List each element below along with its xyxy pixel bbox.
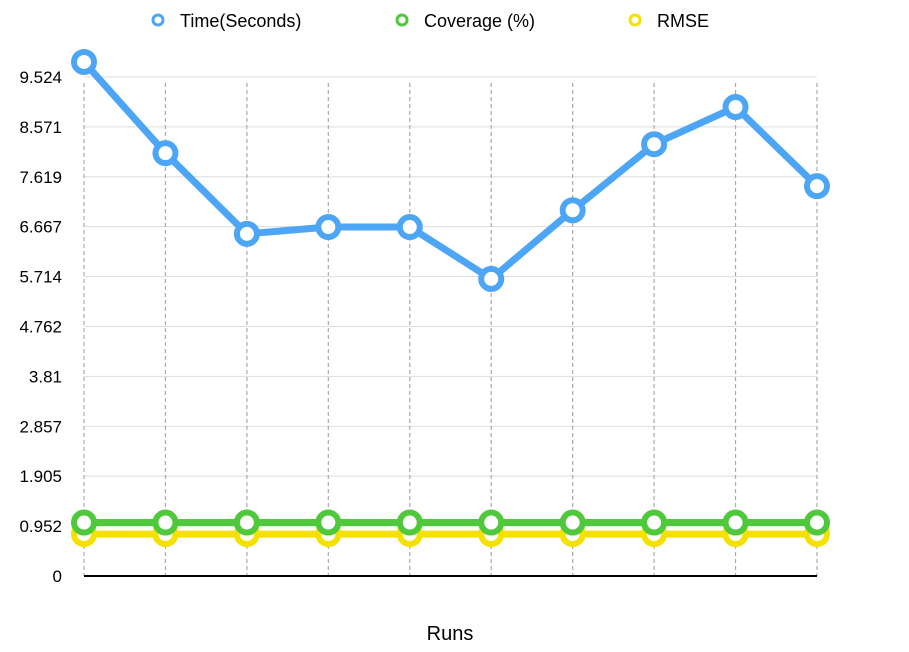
- legend: Time(Seconds) Coverage (%) RMSE: [151, 11, 709, 31]
- data-point: [71, 48, 97, 75]
- y-axis: 0 0.952 1.905 2.857 3.81 4.762 5.714 6.667 7.619…: [19, 68, 62, 586]
- data-point: [722, 94, 749, 121]
- data-point: [641, 131, 668, 158]
- data-point: [478, 265, 505, 292]
- y-tick-label: 0: [53, 567, 62, 586]
- y-tick-label: 4.762: [19, 317, 62, 336]
- legend-item: RMSE: [628, 11, 709, 31]
- legend-item: Coverage (%): [395, 11, 535, 31]
- grid: [83, 76, 818, 577]
- legend-marker: [151, 13, 165, 27]
- y-tick-label: 0.952: [19, 517, 62, 536]
- x-axis-title: Runs: [427, 623, 474, 645]
- data-point: [233, 509, 260, 536]
- data-point: [315, 509, 342, 536]
- data-point: [233, 220, 260, 247]
- series-coverage: [71, 509, 830, 536]
- data-point: [152, 140, 179, 167]
- data-point: [152, 509, 179, 536]
- data-point: [71, 509, 97, 536]
- data-point: [559, 197, 586, 224]
- series-group: [71, 48, 830, 548]
- data-point: [804, 509, 830, 536]
- legend-marker: [628, 13, 642, 27]
- data-point: [478, 509, 505, 536]
- data-point: [722, 509, 749, 536]
- y-tick-label: 7.619: [19, 168, 62, 187]
- legend-label: Time(Seconds): [180, 11, 301, 31]
- data-point: [641, 509, 668, 536]
- legend-label: RMSE: [657, 11, 709, 31]
- legend-marker: [395, 13, 409, 27]
- series-rmse: [71, 521, 830, 548]
- legend-label: Coverage (%): [424, 11, 535, 31]
- y-tick-label: 8.571: [19, 118, 62, 137]
- y-tick-label: 3.81: [29, 367, 62, 386]
- y-tick-label: 9.524: [19, 68, 62, 87]
- series-line: [80, 58, 821, 283]
- y-tick-label: 6.667: [19, 218, 62, 237]
- y-tick-label: 2.857: [19, 417, 62, 436]
- data-point: [396, 509, 423, 536]
- legend-item: Time(Seconds): [151, 11, 301, 31]
- series-time-seconds: [71, 48, 830, 292]
- data-point: [396, 214, 423, 241]
- y-tick-label: 5.714: [19, 268, 62, 287]
- y-tick-label: 1.905: [19, 467, 62, 486]
- data-point: [559, 509, 586, 536]
- data-point: [315, 214, 342, 241]
- data-point: [804, 173, 830, 200]
